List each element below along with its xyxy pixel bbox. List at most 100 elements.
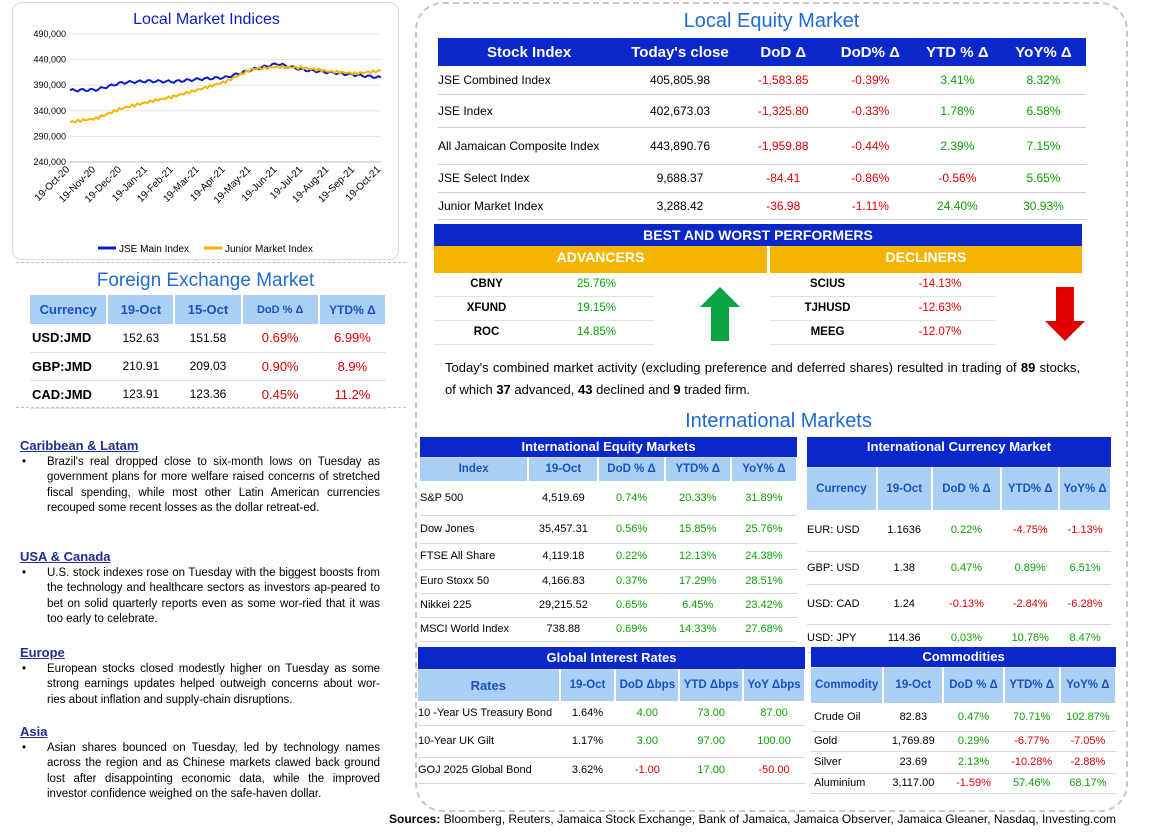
- sources-text: Bloomberg, Reuters, Jamaica Stock Exchan…: [440, 812, 1116, 826]
- table-header: 19-Oct: [876, 467, 933, 510]
- sources-line: Sources: Bloomberg, Reuters, Jamaica Sto…: [0, 812, 1116, 826]
- row-value: 35,457.31: [528, 515, 599, 544]
- chart-title: Local Market Indices: [133, 11, 280, 28]
- fx-title: Foreign Exchange Market: [96, 270, 315, 291]
- y-tick-label: 490,000: [33, 29, 66, 39]
- news-text: Asian shares bounced on Tuesday, led by …: [20, 741, 380, 803]
- row-label: EUR: USD: [807, 510, 877, 552]
- row-value: 29,215.52: [528, 593, 599, 618]
- table-row: 10 -Year US Treasury Bond 1.64% 4.00 73.00 8…: [418, 701, 805, 726]
- summary-text: advanced,: [510, 382, 578, 397]
- row-value: 82.83: [883, 703, 944, 732]
- table-header: YTD% Δ: [664, 457, 732, 481]
- row-label: All Jamaican Composite Index: [438, 127, 621, 165]
- row-value: -7.05%: [1059, 731, 1116, 752]
- row-value: 0.89%: [1001, 551, 1060, 585]
- row-value: 6.45%: [664, 593, 731, 618]
- row-value: 6.51%: [1059, 551, 1111, 585]
- row-value: 102.87%: [1059, 703, 1116, 732]
- fx-cell: 0.90%: [241, 352, 319, 381]
- table-header: Index: [420, 457, 530, 481]
- table-header: DoD % Δ: [598, 457, 666, 481]
- row-value: 31.89%: [730, 481, 797, 516]
- equity-title: Local Equity Market: [683, 10, 860, 32]
- row-value: 12.13%: [664, 543, 731, 570]
- row-value: 443,890.76: [620, 127, 740, 165]
- fx-header: 15-Oct: [174, 295, 243, 324]
- fx-row: CAD:JMD 123.91 123.36 0.45% 11.2%: [30, 380, 386, 409]
- fx-header: YTD% Δ: [318, 295, 388, 324]
- rates-table: Global Interest Rates Rates 19-Oct DoD Δ…: [418, 647, 806, 784]
- row-value: -50.00: [743, 757, 805, 784]
- row-value: 6.58%: [1000, 94, 1086, 128]
- table-row: S&P 500 4,519.69 0.74% 20.33% 31.89%: [420, 481, 797, 516]
- row-label: JSE Combined Index: [438, 66, 621, 95]
- row-label: 10 -Year US Treasury Bond: [418, 701, 560, 726]
- row-value: 3.00: [615, 725, 680, 758]
- table-row: Crude Oil 82.83 0.47% 70.71% 102.87%: [811, 703, 1116, 732]
- table-row: All Jamaican Composite Index 443,890.76 -1…: [438, 127, 1086, 165]
- row-label: USD: CAD: [807, 584, 877, 625]
- fx-header: Currency: [30, 295, 109, 324]
- table-header: Commodity: [811, 667, 885, 703]
- fx-header: DoD % Δ: [241, 295, 320, 324]
- news-heading[interactable]: Asia: [20, 724, 48, 739]
- row-label: Aluminium: [811, 773, 884, 794]
- row-label: Crude Oil: [811, 703, 884, 732]
- row-value: 24.40%: [913, 192, 1001, 220]
- fx-cell: USD:JMD: [30, 324, 108, 353]
- declined-count: 43: [578, 382, 593, 397]
- row-value: 0.65%: [598, 593, 665, 618]
- row-label: JSE Select Index: [438, 164, 621, 193]
- table-header: YTD% Δ: [1001, 467, 1061, 510]
- row-value: 20.33%: [664, 481, 731, 516]
- row-value: 70.71%: [1003, 703, 1060, 732]
- row-value: -36.98: [739, 192, 827, 220]
- row-value: 5.65%: [1000, 164, 1086, 193]
- legend-label: Junior Market Index: [225, 244, 313, 255]
- row-value: -1,325.80: [739, 94, 827, 128]
- traded-count: 89: [1020, 360, 1036, 375]
- stock-change: -12.07%: [885, 320, 995, 345]
- news-heading[interactable]: Europe: [20, 645, 65, 660]
- table-row: Gold 1,769.89 0.29% -6.77% -7.05%: [811, 731, 1116, 752]
- fx-header: 19-Oct: [107, 295, 176, 324]
- row-label: Nikkei 225: [420, 593, 529, 618]
- decliner-row: MEEG -12.07%: [770, 320, 995, 345]
- intl-currency-table: International Currency Market Currency 1…: [807, 437, 1112, 653]
- equity-header: DoD% Δ: [826, 38, 914, 66]
- stock-change: 19.15%: [539, 296, 654, 321]
- row-value: 24.38%: [730, 543, 797, 570]
- row-value: 1.38: [876, 551, 932, 585]
- row-value: 17.00: [679, 757, 744, 784]
- table-header: 19-Oct: [559, 669, 617, 701]
- row-value: 14.33%: [664, 617, 731, 642]
- row-label: FTSE All Share: [420, 543, 529, 570]
- row-value: 0.69%: [598, 617, 665, 642]
- row-label: Euro Stoxx 50: [420, 569, 529, 594]
- row-value: 4,166.83: [528, 569, 599, 594]
- stock-change: 25.76%: [539, 272, 654, 297]
- news-heading[interactable]: USA & Canada: [20, 549, 111, 564]
- news-text: U.S. stock indexes rose on Tuesday with …: [20, 566, 380, 628]
- right-panel: [415, 2, 1128, 812]
- summary-text: Today's combined market activity (exclud…: [445, 360, 1021, 375]
- news-section: Europe European stocks closed modestly h…: [20, 645, 380, 708]
- fx-row: GBP:JMD 210.91 209.03 0.90% 8.9%: [30, 352, 386, 381]
- fx-cell: 152.63: [107, 324, 175, 353]
- table-row: Junior Market Index 3,288.42 -36.98 -1.11% 2…: [438, 192, 1086, 220]
- table-row: MSCI World Index 738.88 0.69% 14.33% 27.68%: [420, 617, 797, 642]
- news-heading[interactable]: Caribbean & Latam: [20, 438, 139, 453]
- advancer-row: XFUND 19.15%: [434, 296, 654, 321]
- row-value: 1.1636: [876, 510, 932, 552]
- down-arrow-icon: [1045, 287, 1085, 341]
- row-value: 3,117.00: [883, 773, 944, 794]
- row-value: -2.84%: [1001, 584, 1060, 625]
- table-row: GOJ 2025 Global Bond 3.62% -1.00 17.00 -50.0…: [418, 757, 805, 784]
- row-value: -0.39%: [826, 66, 914, 95]
- row-value: 0.22%: [931, 510, 1002, 552]
- row-label: S&P 500: [420, 481, 529, 516]
- advancer-row: CBNY 25.76%: [434, 272, 654, 297]
- equity-header: DoD Δ: [739, 38, 827, 66]
- table-row: EUR: USD 1.1636 0.22% -4.75% -1.13%: [807, 510, 1111, 552]
